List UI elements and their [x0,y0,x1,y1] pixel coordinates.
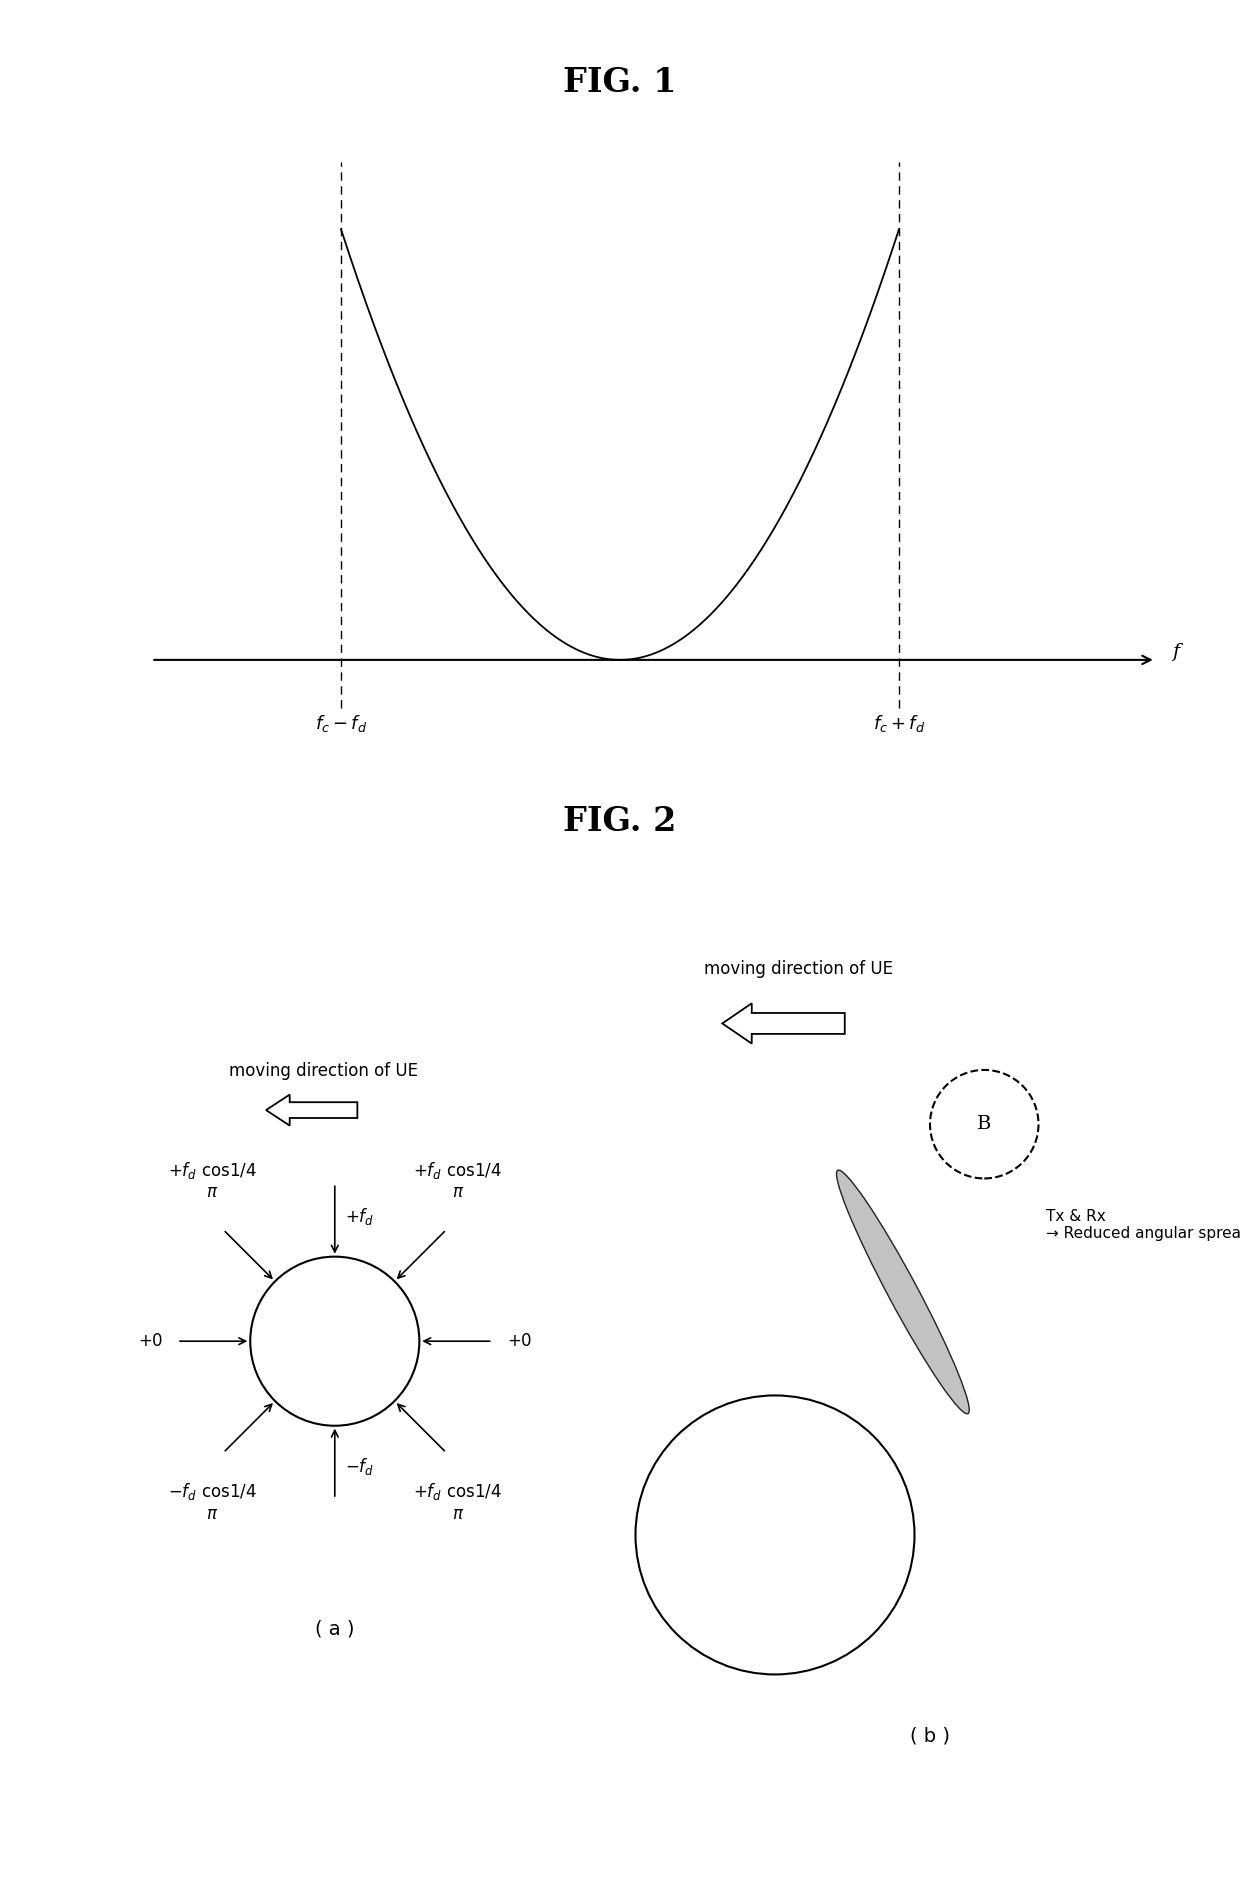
Text: $+0$: $+0$ [507,1332,532,1351]
Text: $+f_d$: $+f_d$ [345,1205,374,1226]
Text: moving direction of UE: moving direction of UE [229,1062,418,1081]
Text: $f_c+f_d$: $f_c+f_d$ [873,712,925,733]
Text: f: f [1173,644,1179,661]
Text: B: B [977,1115,992,1133]
Text: $f_c-f_d$: $f_c-f_d$ [315,712,367,733]
Ellipse shape [837,1169,970,1413]
Text: $+f_d\ \rm{cos}1/4$
$\pi$: $+f_d\ \rm{cos}1/4$ $\pi$ [413,1481,502,1523]
Text: $+0$: $+0$ [138,1332,162,1351]
FancyArrow shape [722,1003,844,1043]
Text: moving direction of UE: moving direction of UE [704,960,893,979]
Text: FIG. 2: FIG. 2 [563,805,677,839]
Text: $-f_d$: $-f_d$ [345,1456,374,1477]
Text: ( a ): ( a ) [315,1619,355,1638]
Text: $+f_d\ \rm{cos}1/4$
$\pi$: $+f_d\ \rm{cos}1/4$ $\pi$ [413,1160,502,1201]
Text: FIG. 1: FIG. 1 [563,66,677,100]
Text: $-f_d\ \rm{cos}1/4$
$\pi$: $-f_d\ \rm{cos}1/4$ $\pi$ [167,1481,257,1523]
Text: ( b ): ( b ) [910,1727,950,1745]
FancyArrow shape [267,1094,357,1126]
Text: Tx & Rx
→ Reduced angular spread: Tx & Rx → Reduced angular spread [1047,1209,1240,1241]
Text: $+f_d\ \rm{cos}1/4$
$\pi$: $+f_d\ \rm{cos}1/4$ $\pi$ [167,1160,257,1201]
